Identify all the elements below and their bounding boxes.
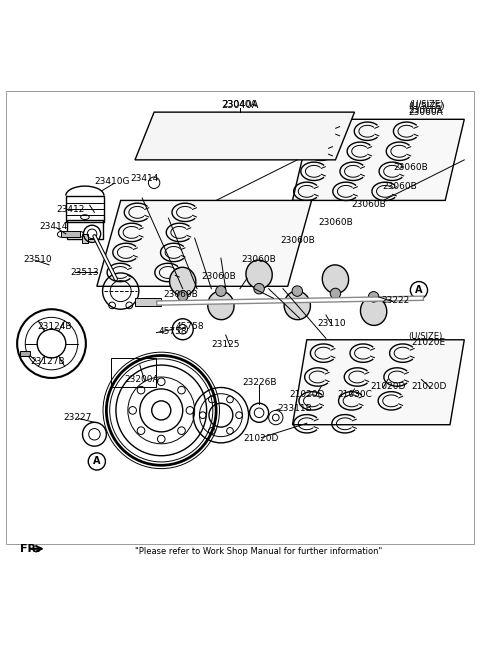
Ellipse shape <box>201 145 227 153</box>
Text: 23060B: 23060B <box>163 290 198 299</box>
Text: (U/SIZE): (U/SIZE) <box>408 332 442 341</box>
Text: 23040A: 23040A <box>221 100 259 110</box>
Text: 23124B: 23124B <box>37 323 72 332</box>
Ellipse shape <box>240 141 274 157</box>
Bar <box>20 350 30 356</box>
Text: 23060B: 23060B <box>394 162 428 171</box>
Text: 23410G: 23410G <box>95 177 130 186</box>
Ellipse shape <box>254 284 264 294</box>
Bar <box>61 232 80 237</box>
Text: 45758: 45758 <box>176 322 204 331</box>
Text: 23060B: 23060B <box>280 236 315 245</box>
Text: 21020D: 21020D <box>412 382 447 391</box>
Bar <box>82 234 88 243</box>
Bar <box>135 298 161 306</box>
Text: "Please refer to Work Shop Manual for further information": "Please refer to Work Shop Manual for fu… <box>135 546 383 556</box>
Text: 21020D: 21020D <box>244 434 279 443</box>
Text: 23125: 23125 <box>211 340 240 349</box>
Text: 23510: 23510 <box>23 254 51 263</box>
Polygon shape <box>97 201 312 286</box>
Ellipse shape <box>258 125 284 137</box>
Text: 21020E: 21020E <box>411 338 445 347</box>
Text: 23226B: 23226B <box>243 378 277 387</box>
Text: 21020D: 21020D <box>370 382 406 391</box>
Ellipse shape <box>154 129 173 134</box>
Text: (U/SIZE): (U/SIZE) <box>408 102 444 111</box>
Circle shape <box>88 453 106 470</box>
Polygon shape <box>292 340 464 424</box>
Ellipse shape <box>154 141 188 157</box>
Ellipse shape <box>284 291 311 320</box>
Ellipse shape <box>186 125 213 137</box>
Ellipse shape <box>190 129 209 134</box>
Ellipse shape <box>178 291 188 301</box>
Polygon shape <box>292 119 464 201</box>
Text: 23110: 23110 <box>318 319 347 328</box>
Ellipse shape <box>226 129 245 134</box>
Text: 23414: 23414 <box>39 222 68 231</box>
Ellipse shape <box>368 291 379 302</box>
Text: 23412: 23412 <box>57 206 85 214</box>
Text: 23060B: 23060B <box>242 254 276 263</box>
Ellipse shape <box>292 286 302 297</box>
Bar <box>111 358 156 387</box>
Text: 21030C: 21030C <box>337 390 372 399</box>
Text: 23060A: 23060A <box>409 106 444 116</box>
Text: FR.: FR. <box>20 544 40 554</box>
Text: 23513: 23513 <box>71 267 99 276</box>
Text: 45758: 45758 <box>159 327 188 336</box>
Text: 23060B: 23060B <box>383 182 417 191</box>
Ellipse shape <box>246 260 272 289</box>
Ellipse shape <box>216 286 226 297</box>
Ellipse shape <box>330 288 341 299</box>
Ellipse shape <box>322 265 348 293</box>
Ellipse shape <box>208 291 234 320</box>
Text: 23040A: 23040A <box>223 101 257 110</box>
Polygon shape <box>135 112 355 160</box>
Text: 23311B: 23311B <box>277 404 312 413</box>
Text: 23060B: 23060B <box>318 218 353 227</box>
Ellipse shape <box>157 145 184 153</box>
Text: 23222: 23222 <box>381 296 409 305</box>
Text: A: A <box>93 456 101 467</box>
Text: 23227: 23227 <box>63 413 92 422</box>
Ellipse shape <box>262 129 281 134</box>
Ellipse shape <box>197 141 230 157</box>
Text: A: A <box>415 285 423 295</box>
Text: 23060B: 23060B <box>201 273 236 281</box>
Text: 23060B: 23060B <box>351 200 386 209</box>
Circle shape <box>410 282 428 299</box>
Bar <box>66 195 104 222</box>
Text: 23200A: 23200A <box>125 375 159 384</box>
Text: 23060A: 23060A <box>409 108 444 117</box>
Text: 23414: 23414 <box>131 175 159 184</box>
Text: 23127B: 23127B <box>30 357 65 366</box>
Ellipse shape <box>222 125 248 137</box>
Text: 21020D: 21020D <box>289 390 324 399</box>
Ellipse shape <box>360 297 387 325</box>
Text: (U/SIZE): (U/SIZE) <box>409 101 443 110</box>
Ellipse shape <box>151 125 177 137</box>
Ellipse shape <box>243 145 270 153</box>
Ellipse shape <box>169 267 196 296</box>
Bar <box>67 221 103 239</box>
